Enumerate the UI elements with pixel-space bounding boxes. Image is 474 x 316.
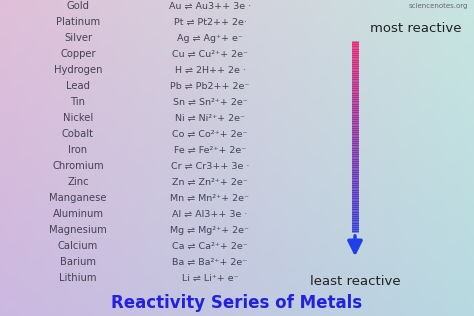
Text: Ba ⇌ Ba²⁺+ 2e⁻: Ba ⇌ Ba²⁺+ 2e⁻	[173, 258, 247, 267]
Text: Li ⇌ Li⁺+ e⁻: Li ⇌ Li⁺+ e⁻	[182, 274, 238, 283]
Text: Cr ⇌ Cr3++ 3e ·: Cr ⇌ Cr3++ 3e ·	[171, 162, 249, 171]
Text: Reactivity Series of Metals: Reactivity Series of Metals	[111, 295, 363, 312]
Text: Pb ⇌ Pb2++ 2e⁻: Pb ⇌ Pb2++ 2e⁻	[170, 82, 250, 91]
Text: Co ⇌ Co²⁺+ 2e⁻: Co ⇌ Co²⁺+ 2e⁻	[172, 130, 248, 139]
Text: Cobalt: Cobalt	[62, 129, 94, 139]
Text: Zinc: Zinc	[67, 177, 89, 187]
Text: Platinum: Platinum	[56, 17, 100, 27]
Text: Ag ⇌ Ag⁺+ e⁻: Ag ⇌ Ag⁺+ e⁻	[177, 34, 243, 43]
Text: sciencenotes.org: sciencenotes.org	[409, 3, 468, 9]
Text: Hydrogen: Hydrogen	[54, 65, 102, 75]
Text: Fe ⇌ Fe²⁺+ 2e⁻: Fe ⇌ Fe²⁺+ 2e⁻	[174, 146, 246, 155]
Text: Chromium: Chromium	[52, 161, 104, 171]
Text: H ⇌ 2H++ 2e ·: H ⇌ 2H++ 2e ·	[174, 66, 246, 75]
Text: Pt ⇌ Pt2++ 2e·: Pt ⇌ Pt2++ 2e·	[173, 18, 246, 27]
Text: Aluminum: Aluminum	[53, 209, 103, 219]
Text: Gold: Gold	[66, 1, 90, 11]
Text: most reactive: most reactive	[370, 22, 462, 35]
Text: Au ⇌ Au3++ 3e ·: Au ⇌ Au3++ 3e ·	[169, 2, 251, 11]
Text: Copper: Copper	[60, 49, 96, 59]
Text: Al ⇌ Al3++ 3e ·: Al ⇌ Al3++ 3e ·	[173, 210, 248, 219]
Text: Barium: Barium	[60, 257, 96, 267]
Text: Silver: Silver	[64, 33, 92, 43]
Text: Lead: Lead	[66, 81, 90, 91]
Text: Ca ⇌ Ca²⁺+ 2e⁻: Ca ⇌ Ca²⁺+ 2e⁻	[172, 242, 248, 251]
Text: Sn ⇌ Sn²⁺+ 2e⁻: Sn ⇌ Sn²⁺+ 2e⁻	[173, 98, 247, 107]
Text: Lithium: Lithium	[59, 273, 97, 283]
Text: Iron: Iron	[68, 145, 88, 155]
Text: Cu ⇌ Cu²⁺+ 2e⁻: Cu ⇌ Cu²⁺+ 2e⁻	[172, 50, 248, 59]
Text: Nickel: Nickel	[63, 113, 93, 123]
Text: Ni ⇌ Ni²⁺+ 2e⁻: Ni ⇌ Ni²⁺+ 2e⁻	[175, 114, 245, 123]
Text: Mg ⇌ Mg²⁺+ 2e⁻: Mg ⇌ Mg²⁺+ 2e⁻	[171, 226, 249, 234]
Text: Magnesium: Magnesium	[49, 225, 107, 235]
Text: Tin: Tin	[71, 97, 85, 107]
Text: Mn ⇌ Mn²⁺+ 2e⁻: Mn ⇌ Mn²⁺+ 2e⁻	[171, 194, 249, 203]
Text: Zn ⇌ Zn²⁺+ 2e⁻: Zn ⇌ Zn²⁺+ 2e⁻	[172, 178, 248, 187]
Text: Calcium: Calcium	[58, 241, 98, 251]
Text: least reactive: least reactive	[310, 275, 401, 288]
Text: Manganese: Manganese	[49, 193, 107, 203]
